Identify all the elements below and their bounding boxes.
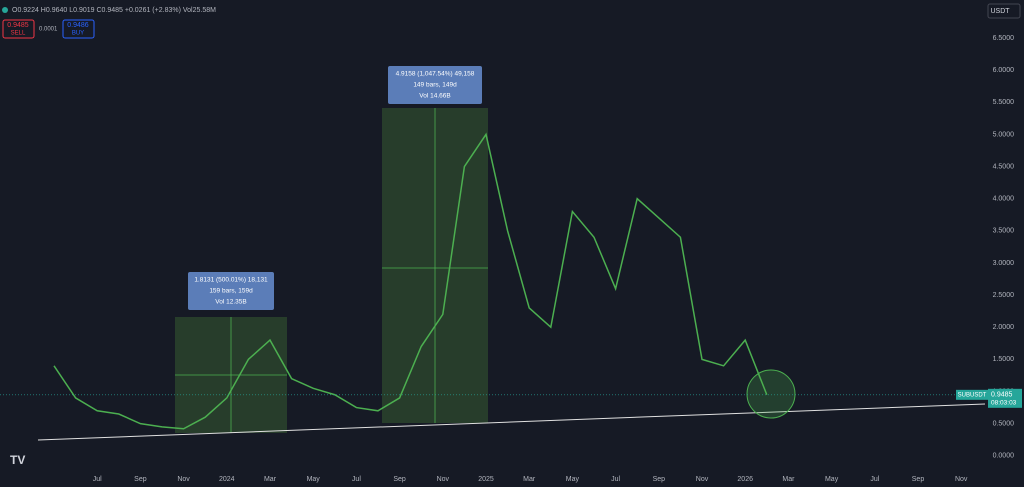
x-tick-label: Jul xyxy=(352,476,361,483)
x-tick-label: Mar xyxy=(782,476,795,483)
measure-label: Vol 12.35B xyxy=(215,299,246,306)
y-tick-label: 6.5000 xyxy=(993,35,1015,42)
measure-label-box xyxy=(188,272,274,310)
measure-label-box xyxy=(388,66,482,104)
x-tick-label: Sep xyxy=(912,476,925,483)
price-line xyxy=(53,132,768,430)
sell-price: 0.9485 xyxy=(7,22,29,29)
highlight-circle xyxy=(746,369,796,419)
price-tag xyxy=(988,388,1022,408)
measure-label: 159 bars, 159d xyxy=(209,288,253,295)
measure-label: Vol 14.66B xyxy=(419,93,450,100)
y-tick-label: 1.5000 xyxy=(993,356,1015,363)
x-tick-label: Nov xyxy=(177,476,190,483)
y-tick-label: 4.5000 xyxy=(993,163,1015,170)
currency-label: USDT xyxy=(990,8,1010,15)
spread: 0.0001 xyxy=(39,27,58,33)
x-tick-label: Mar xyxy=(523,476,536,483)
measure-label: 149 bars, 149d xyxy=(413,82,457,89)
sell-label: SELL xyxy=(11,31,26,37)
x-tick-label: Nov xyxy=(696,476,709,483)
countdown-label: 08:03:03 xyxy=(991,400,1017,407)
x-tick-label: May xyxy=(825,476,839,483)
x-tick-label: Mar xyxy=(264,476,277,483)
y-tick-label: 6.0000 xyxy=(993,67,1015,74)
y-tick-label: 3.0000 xyxy=(993,260,1015,267)
y-tick-label: 5.5000 xyxy=(993,99,1015,106)
buy-button[interactable] xyxy=(62,19,95,39)
y-tick-label: 0.5000 xyxy=(993,420,1015,427)
x-tick-label: Jul xyxy=(93,476,102,483)
status-dot xyxy=(2,7,8,13)
x-tick-label: Nov xyxy=(437,476,450,483)
trendline xyxy=(37,403,986,441)
y-tick-label: 0.0000 xyxy=(993,453,1015,460)
x-tick-label: Sep xyxy=(393,476,406,483)
measure-label: 1.8131 (500.01%) 18,131 xyxy=(194,277,268,284)
logo: TV xyxy=(10,453,25,467)
x-tick-label: 2025 xyxy=(478,476,494,483)
currency-button[interactable] xyxy=(987,3,1021,19)
x-tick-label: 2026 xyxy=(737,476,753,483)
sell-button[interactable] xyxy=(2,19,35,39)
buy-label: BUY xyxy=(72,31,84,37)
ohlc-legend: O0.9224 H0.9640 L0.9019 C0.9485 +0.0261 … xyxy=(12,7,216,14)
y-tick-label: 2.5000 xyxy=(993,292,1015,299)
symbol-label: SUBUSDT xyxy=(958,392,987,398)
x-tick-label: Sep xyxy=(134,476,147,483)
symbol-tag xyxy=(956,389,988,400)
x-tick-label: Jul xyxy=(870,476,879,483)
x-tick-label: May xyxy=(566,476,580,483)
x-tick-label: 2024 xyxy=(219,476,235,483)
x-tick-label: May xyxy=(307,476,321,483)
measure-label: 4.9158 (1,047.54%) 49,158 xyxy=(396,71,475,78)
y-tick-label: 4.0000 xyxy=(993,196,1015,203)
last-price-label: 0.9485 xyxy=(991,392,1013,399)
buy-price: 0.9486 xyxy=(67,22,89,29)
y-tick-label: 3.5000 xyxy=(993,228,1015,235)
y-tick-label: 5.0000 xyxy=(993,131,1015,138)
x-tick-label: Jul xyxy=(611,476,620,483)
x-tick-label: Nov xyxy=(955,476,968,483)
y-tick-label: 2.0000 xyxy=(993,324,1015,331)
x-tick-label: Sep xyxy=(653,476,666,483)
